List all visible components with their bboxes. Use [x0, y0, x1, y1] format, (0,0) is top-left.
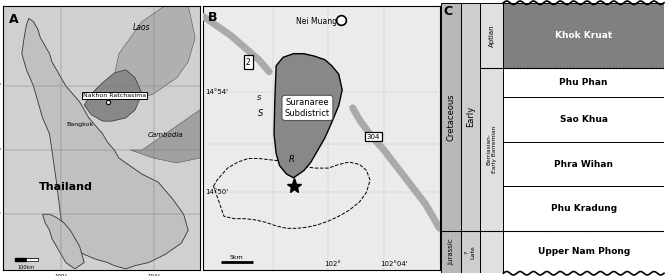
Bar	[503, 142, 664, 186]
Bar	[441, 231, 461, 273]
Bar	[461, 3, 480, 231]
Text: S: S	[258, 109, 263, 118]
Polygon shape	[131, 110, 223, 163]
Text: C: C	[443, 6, 452, 18]
Text: A: A	[9, 14, 19, 26]
Polygon shape	[84, 70, 142, 121]
Text: 304: 304	[367, 134, 380, 140]
Text: 102°: 102°	[324, 261, 341, 267]
Polygon shape	[274, 54, 342, 178]
Text: 2: 2	[246, 58, 250, 67]
Text: Khok Kruat: Khok Kruat	[555, 31, 612, 40]
Text: Sao Khua: Sao Khua	[559, 115, 607, 124]
Polygon shape	[22, 18, 188, 269]
Text: R: R	[289, 155, 295, 164]
Text: Nakhon Ratchasima: Nakhon Ratchasima	[83, 93, 146, 98]
Text: 12°: 12°	[0, 148, 2, 153]
Bar	[480, 3, 503, 68]
Text: 102°04': 102°04'	[380, 261, 408, 267]
Polygon shape	[43, 214, 84, 269]
Text: B: B	[208, 11, 217, 24]
Text: Berriasian-
Early Barremian: Berriasian- Early Barremian	[486, 126, 497, 173]
Text: 8°: 8°	[0, 212, 2, 217]
Text: Bangkok: Bangkok	[66, 122, 93, 127]
Text: Aptian: Aptian	[489, 24, 495, 47]
Text: Upper Nam Phong: Upper Nam Phong	[537, 248, 630, 256]
Bar	[480, 231, 503, 273]
Text: ?
Late: ? Late	[465, 245, 476, 259]
Bar	[503, 231, 664, 273]
Bar	[503, 97, 664, 142]
Text: 104°: 104°	[147, 274, 161, 276]
Bar	[503, 68, 664, 97]
Bar	[503, 3, 664, 68]
Text: 14°54': 14°54'	[205, 89, 228, 95]
Text: 14°50': 14°50'	[205, 189, 228, 195]
Bar	[503, 186, 664, 231]
Text: 100°: 100°	[55, 274, 68, 276]
Bar	[480, 68, 503, 231]
Bar	[441, 3, 461, 231]
Bar	[461, 231, 480, 273]
Text: Suranaree
Subdistrict: Suranaree Subdistrict	[285, 98, 330, 118]
Text: Jurassic: Jurassic	[448, 239, 454, 265]
Text: Laos: Laos	[133, 23, 151, 32]
Text: 100km: 100km	[18, 265, 35, 270]
Text: Cambodia: Cambodia	[147, 132, 183, 138]
Text: 16°: 16°	[0, 83, 2, 88]
Text: Cretaceous: Cretaceous	[446, 93, 456, 140]
Text: S: S	[257, 95, 262, 101]
Text: Phu Phan: Phu Phan	[559, 78, 608, 87]
Text: Thailand: Thailand	[39, 182, 93, 192]
Polygon shape	[107, 6, 195, 110]
Text: Phu Kradung: Phu Kradung	[551, 204, 617, 213]
Text: 5km: 5km	[230, 255, 243, 260]
Text: Early: Early	[466, 106, 475, 127]
Text: Phra Wihan: Phra Wihan	[554, 160, 613, 169]
Text: Nei Muang: Nei Muang	[296, 17, 338, 26]
